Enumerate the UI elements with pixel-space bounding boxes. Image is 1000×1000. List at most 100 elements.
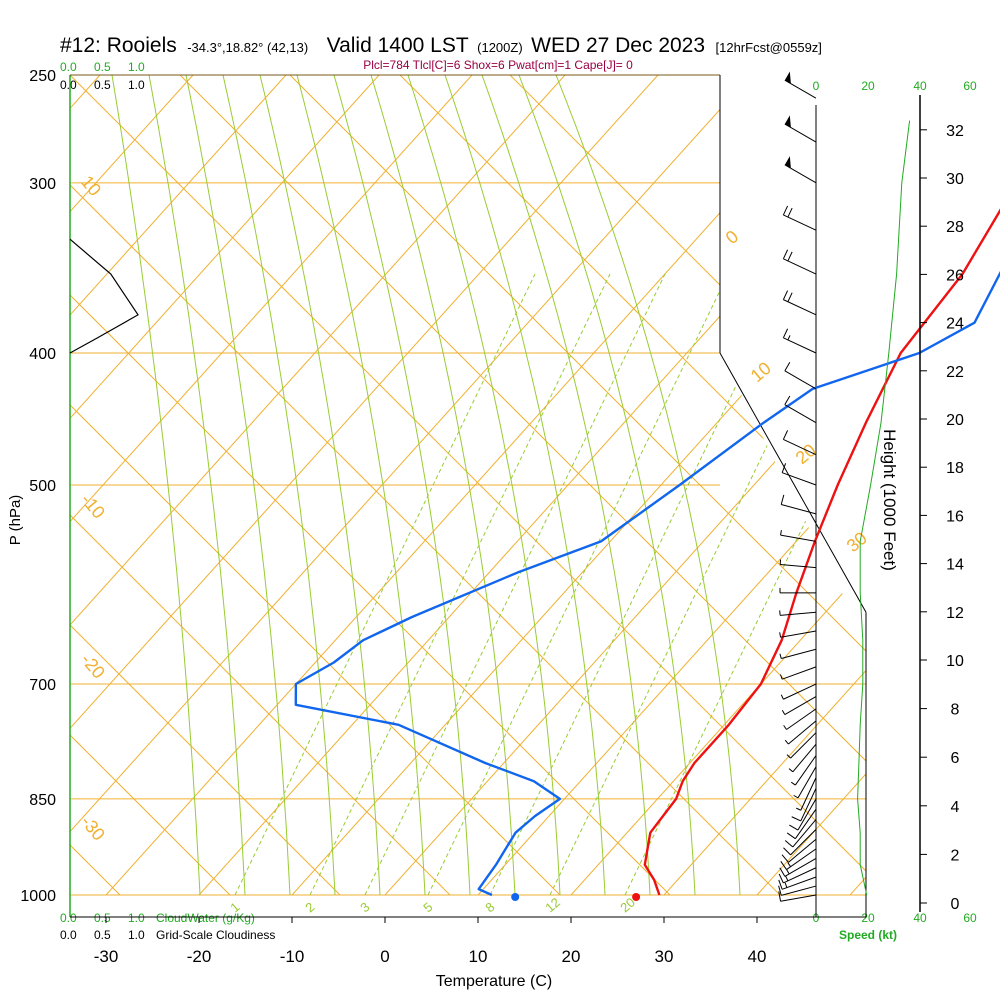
wind-barb bbox=[779, 630, 817, 638]
wind-barb-half-flag bbox=[786, 754, 791, 759]
wind-barb-shaft bbox=[788, 838, 817, 863]
frame-diagonal bbox=[719, 352, 867, 613]
wind-barb bbox=[782, 249, 817, 275]
pressure-tick-label: 250 bbox=[29, 68, 56, 85]
pressure-tick-label: 850 bbox=[29, 792, 56, 809]
moist-adiabat-line bbox=[555, 75, 741, 895]
moist-adiabat-line bbox=[111, 75, 201, 895]
height-tick-label: 6 bbox=[951, 750, 960, 767]
cloudwater-tick: 1.0 bbox=[128, 911, 145, 925]
isotherm-label: 10 bbox=[747, 358, 775, 386]
cloudwater-tick: 0.5 bbox=[94, 60, 111, 74]
cloudiness-top-ticks: 0.0 0.5 1.0 bbox=[60, 78, 145, 92]
wind-barb-shaft bbox=[780, 630, 817, 638]
wind-barb-shaft bbox=[790, 829, 817, 856]
mixing-ratio-label: 3 bbox=[357, 899, 372, 915]
wind-barb bbox=[784, 71, 817, 99]
wind-barb-shaft bbox=[782, 472, 817, 486]
isotherm-label: 30 bbox=[843, 528, 871, 556]
wind-barb-shaft bbox=[781, 648, 817, 660]
wind-barbs bbox=[778, 71, 817, 902]
height-tick-label: 16 bbox=[946, 508, 964, 525]
wind-barb-half-flag bbox=[787, 862, 792, 867]
cloudiness-profile bbox=[69, 238, 139, 354]
wind-barb-flag bbox=[778, 873, 784, 884]
wind-barb-shaft bbox=[781, 504, 817, 515]
wind-barb-half-flag bbox=[787, 335, 791, 341]
wind-barb bbox=[783, 829, 817, 856]
cloudiness-tick: 1.0 bbox=[128, 78, 145, 92]
cloudiness-tick: 0.0 bbox=[60, 78, 77, 92]
pressure-tick-label: 700 bbox=[29, 677, 56, 694]
wind-barb bbox=[778, 867, 817, 884]
wind-barb-shaft bbox=[783, 337, 817, 354]
wind-barb-shaft bbox=[780, 534, 817, 542]
moist-adiabat-grid bbox=[111, 75, 741, 895]
cloudwater-tick: 0.0 bbox=[60, 60, 77, 74]
isotherm-line bbox=[291, 75, 866, 895]
wind-barb-half-flag bbox=[784, 882, 788, 888]
wind-barb bbox=[781, 463, 817, 486]
height-tick-label: 26 bbox=[946, 267, 964, 284]
wind-barb bbox=[781, 696, 817, 715]
speed-top-ticks: 0 20 40 60 bbox=[813, 79, 977, 93]
height-tick-label: 28 bbox=[946, 219, 964, 236]
wind-barb-shaft bbox=[794, 755, 817, 786]
wind-barb bbox=[782, 430, 817, 456]
dry-adiabat-line bbox=[70, 75, 231, 895]
mixing-ratio-line bbox=[234, 273, 536, 895]
wind-barb bbox=[784, 395, 817, 424]
wind-barb bbox=[779, 587, 816, 594]
mixing-ratio-line bbox=[427, 273, 729, 895]
height-tick-label: 22 bbox=[946, 364, 964, 381]
wind-barb-shaft bbox=[782, 666, 817, 680]
cloudiness-line bbox=[69, 238, 139, 354]
wind-barb-flag bbox=[787, 207, 793, 218]
wind-barb-half-flag bbox=[785, 876, 789, 882]
wind-barb-shaft bbox=[790, 732, 817, 759]
isotherm-line bbox=[70, 75, 566, 895]
cloudiness-label: Grid-Scale Cloudiness bbox=[156, 928, 275, 942]
speed-tick: 20 bbox=[861, 911, 875, 925]
wind-barb bbox=[778, 891, 817, 902]
isotherm-line bbox=[943, 75, 1000, 895]
cloudwater-tick: 1.0 bbox=[128, 60, 145, 74]
isotherm-line bbox=[70, 75, 473, 895]
wind-barb bbox=[788, 743, 817, 773]
wind-barb-flag bbox=[780, 494, 785, 505]
wind-barb bbox=[781, 838, 817, 863]
wind-barb-flag bbox=[789, 824, 799, 831]
wind-barb-shaft bbox=[786, 848, 817, 870]
x-axis-label: Temperature (C) bbox=[436, 973, 552, 990]
moist-adiabat-line bbox=[296, 75, 426, 895]
wind-barb-shaft bbox=[784, 404, 817, 424]
x-tick-label: 10 bbox=[469, 947, 488, 966]
wind-barb-half-flag bbox=[781, 709, 786, 715]
wind-barb bbox=[784, 819, 817, 848]
wind-barb bbox=[779, 610, 817, 616]
wind-barb-half-flag bbox=[790, 781, 796, 786]
wind-barb bbox=[784, 720, 817, 745]
indices-line: Plcl=784 Tlcl[C]=6 Shox=6 Pwat[cm]=1 Cap… bbox=[363, 58, 633, 72]
height-tick-label: 4 bbox=[951, 799, 960, 816]
wind-barb-shaft bbox=[784, 164, 817, 184]
isotherm-line bbox=[849, 75, 866, 895]
wind-barb-shaft bbox=[792, 819, 817, 848]
isotherm-line bbox=[384, 75, 866, 895]
mixing-ratio-line bbox=[624, 273, 866, 895]
wind-barb bbox=[786, 732, 817, 759]
height-axis-label: Height (1000 Feet) bbox=[880, 429, 899, 571]
height-tick-label: 24 bbox=[946, 316, 964, 333]
height-tick-label: 8 bbox=[951, 702, 960, 719]
wind-barb-shaft bbox=[792, 743, 817, 773]
wind-barb-flag bbox=[781, 463, 787, 473]
isotherm-line bbox=[70, 75, 380, 895]
moist-adiabat-line bbox=[333, 75, 471, 895]
wind-barb bbox=[782, 290, 817, 316]
height-tick-label: 14 bbox=[946, 557, 964, 574]
wind-barb-shaft bbox=[788, 720, 817, 745]
wind-barb-shaft bbox=[781, 885, 817, 896]
isotherm-line bbox=[70, 75, 752, 895]
mixing-ratio-label: 12 bbox=[542, 895, 563, 916]
